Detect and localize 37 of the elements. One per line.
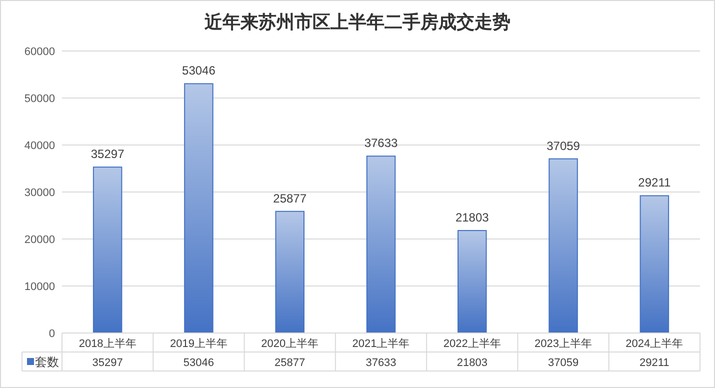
data-label: 25877 (274, 357, 306, 369)
annotation: 37633 (364, 136, 398, 150)
y-tick-label: 60000 (24, 46, 55, 58)
data-label: 21803 (456, 357, 488, 369)
x-tick-label: 2023上半年 (534, 337, 592, 350)
annotation: 21803 (455, 210, 490, 225)
x-tick-label: 2018上半年 (78, 337, 136, 350)
x-tick-label: 2022上半年 (443, 337, 501, 350)
bar (458, 230, 487, 334)
y-tick-label: 20000 (24, 234, 55, 246)
bar (184, 83, 214, 334)
x-tick-label: 2024上半年 (626, 337, 684, 350)
bar (640, 195, 670, 334)
data-label: 37059 (548, 357, 579, 369)
bar (92, 166, 122, 334)
annotation: 37059 (546, 138, 580, 153)
y-tick-label: 30000 (24, 187, 55, 199)
data-label: 35297 (92, 357, 123, 369)
annotation: 53046 (182, 64, 216, 78)
y-tick-label: 50000 (24, 93, 55, 105)
data-label: 37633 (366, 357, 396, 369)
legend-label: 套数 (35, 355, 59, 369)
bar (548, 158, 578, 334)
data-label: 53046 (183, 357, 214, 369)
y-tick-label: 40000 (24, 140, 55, 152)
annotation: 29211 (638, 176, 671, 190)
annotation: 35297 (90, 147, 125, 162)
x-tick-label: 2021上半年 (352, 337, 410, 350)
x-tick-label: 2020上半年 (261, 337, 319, 350)
x-tick-label: 2019上半年 (170, 337, 228, 350)
bar (275, 210, 304, 334)
bar (366, 156, 396, 334)
y-tick-label: 10000 (24, 281, 55, 293)
chart-title: 近年来苏州市区上半年二手房成交走势 (204, 12, 510, 32)
data-label: 29211 (640, 357, 670, 369)
y-tick-label: 0 (48, 328, 55, 340)
annotation: 25877 (273, 191, 307, 206)
